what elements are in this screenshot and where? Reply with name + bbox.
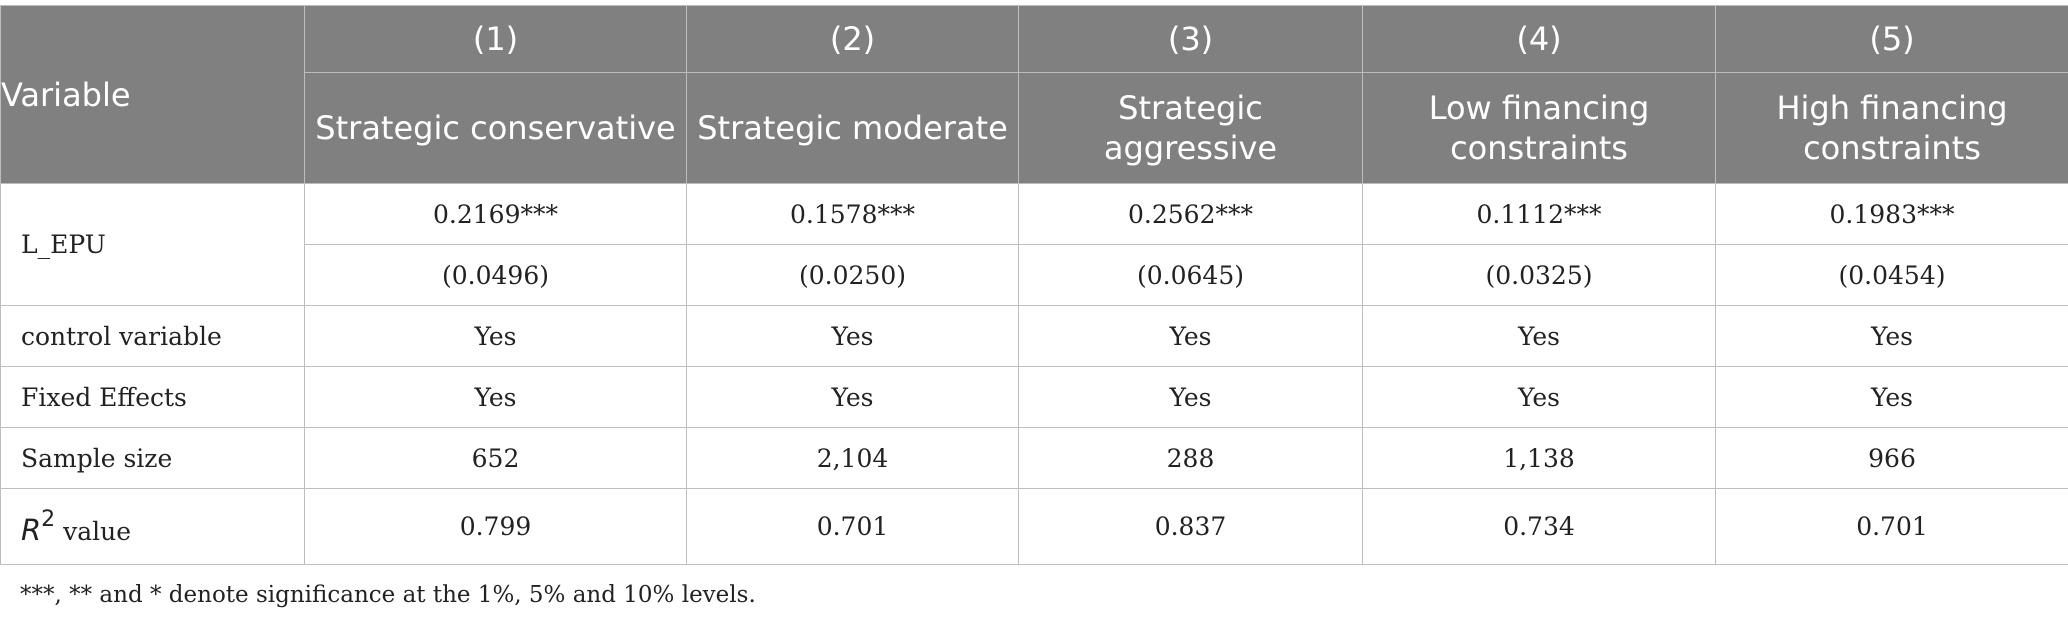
column-name-1: Strategic conservative	[304, 72, 687, 184]
value-cell: Yes	[304, 366, 687, 428]
value-cell: Yes	[1018, 366, 1363, 428]
value-cell: 652	[304, 427, 687, 489]
std-error-cell: (0.0645)	[1018, 244, 1363, 306]
value-cell: Yes	[304, 305, 687, 367]
table-footnote: ***, ** and * denote significance at the…	[20, 582, 756, 608]
std-error-cell: (0.0454)	[1715, 244, 2068, 306]
value-cell: 966	[1715, 427, 2068, 489]
table-row: L_EPU 0.2169*** 0.1578*** 0.2562*** 0.11…	[0, 183, 2068, 306]
column-number-5: (5)	[1715, 5, 2068, 73]
table-row: (0.0496) (0.0250) (0.0645) (0.0325) (0.0…	[1, 244, 2068, 306]
value-cell: Yes	[1715, 366, 2068, 428]
table-header: Variable (1) (2) (3) (4) (5) Strategic c…	[0, 5, 2068, 184]
coefficient-cell: 0.1112***	[1362, 183, 1716, 245]
value-cell: 0.701	[1715, 488, 2068, 565]
r-squared-suffix: value	[55, 516, 132, 546]
r-squared-superscript: 2	[41, 506, 56, 532]
value-cell: Yes	[686, 305, 1019, 367]
value-cell: 0.837	[1018, 488, 1363, 565]
column-number-3: (3)	[1018, 5, 1363, 73]
value-cell: Yes	[1018, 305, 1363, 367]
row-label-sample-size: Sample size	[0, 427, 305, 489]
coefficient-cell: 0.2562***	[1018, 183, 1363, 245]
value-cell: Yes	[686, 366, 1019, 428]
row-label-l-epu: L_EPU	[0, 183, 305, 306]
value-cell: 288	[1018, 427, 1363, 489]
table-row: Fixed Effects Yes Yes Yes Yes Yes	[0, 366, 2068, 428]
coefficient-cell: 0.1578***	[686, 183, 1019, 245]
table-body: L_EPU 0.2169*** 0.1578*** 0.2562*** 0.11…	[0, 183, 2068, 565]
std-error-cell: (0.0250)	[686, 244, 1019, 306]
r-squared-symbol: R	[21, 512, 42, 547]
coefficient-cell: 0.1983***	[1715, 183, 2068, 245]
table-row: Sample size 652 2,104 288 1,138 966	[0, 427, 2068, 489]
std-error-cell: (0.0496)	[304, 244, 687, 306]
column-name-4: Low financing constraints	[1362, 72, 1716, 184]
value-cell: Yes	[1362, 366, 1716, 428]
table-row: R2 value 0.799 0.701 0.837 0.734 0.701	[0, 488, 2068, 565]
column-name-3: Strategic aggressive	[1018, 72, 1363, 184]
column-number-2: (2)	[686, 5, 1019, 73]
std-error-cell: (0.0325)	[1362, 244, 1716, 306]
coefficient-cell: 0.2169***	[304, 183, 687, 245]
value-cell: 0.701	[686, 488, 1019, 565]
table-row: control variable Yes Yes Yes Yes Yes	[0, 305, 2068, 367]
row-label-r-squared: R2 value	[0, 488, 305, 565]
header-number-row: Variable (1) (2) (3) (4) (5)	[0, 5, 2068, 184]
variable-header: Variable	[0, 5, 305, 184]
column-name-2: Strategic moderate	[686, 72, 1019, 184]
row-label-control-variable: control variable	[0, 305, 305, 367]
value-cell: 0.799	[304, 488, 687, 565]
column-number-4: (4)	[1362, 5, 1716, 73]
column-name-5: High financing constraints	[1715, 72, 2068, 184]
value-cell: 0.734	[1362, 488, 1716, 565]
column-number-1: (1)	[304, 5, 687, 73]
header-name-row: Strategic conservative Strategic moderat…	[1, 72, 2068, 184]
results-table: Variable (1) (2) (3) (4) (5) Strategic c…	[0, 5, 2068, 565]
value-cell: Yes	[1362, 305, 1716, 367]
value-cell: 2,104	[686, 427, 1019, 489]
row-label-fixed-effects: Fixed Effects	[0, 366, 305, 428]
value-cell: Yes	[1715, 305, 2068, 367]
value-cell: 1,138	[1362, 427, 1716, 489]
